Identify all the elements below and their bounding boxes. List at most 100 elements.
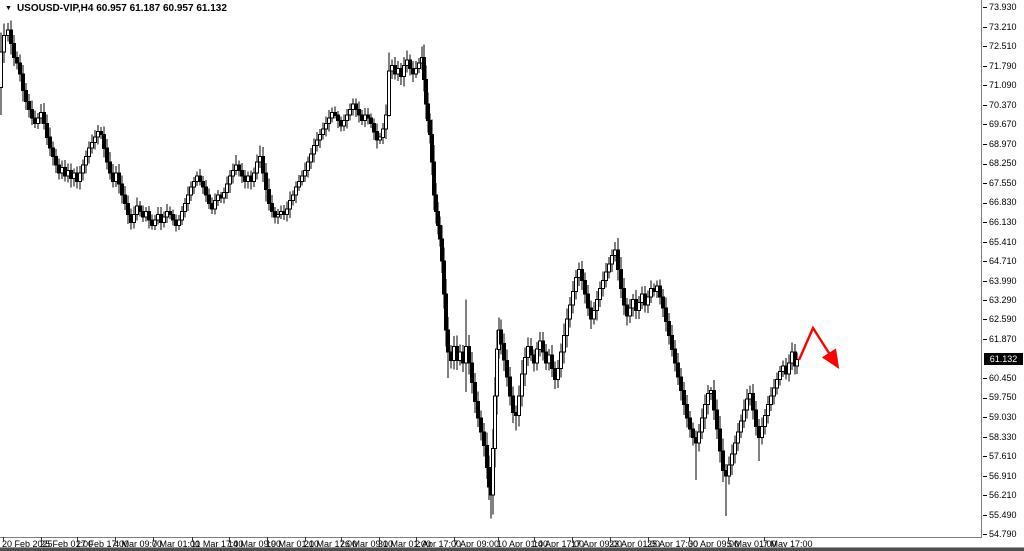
time-tick-mark bbox=[454, 537, 455, 541]
price-tick-mark bbox=[983, 417, 987, 419]
time-tick-label: 10 Apr 01:00 bbox=[497, 539, 549, 549]
price-tick-label: 56.210 bbox=[983, 490, 1017, 500]
time-tick-mark bbox=[728, 537, 729, 541]
price-tick-label: 54.790 bbox=[983, 529, 1017, 539]
time-tick-mark bbox=[610, 537, 611, 541]
price-tick-label: 71.090 bbox=[983, 80, 1017, 90]
price-tick-mark bbox=[983, 26, 987, 28]
price-tick-label: 61.870 bbox=[983, 334, 1017, 344]
price-tick-label: 70.370 bbox=[983, 100, 1017, 110]
time-tick-mark bbox=[192, 537, 193, 541]
price-tick-label: 56.910 bbox=[983, 471, 1017, 481]
time-tick-label: 30 Apr 09:00 bbox=[688, 539, 740, 549]
time-tick-label: 11 Mar 17:00 bbox=[191, 539, 244, 549]
window-bottom-border bbox=[0, 547, 1024, 551]
time-tick-label: 14 Apr 17:00 bbox=[533, 539, 585, 549]
time-tick-label: 23 Apr 01:00 bbox=[609, 539, 661, 549]
price-tick-label: 69.670 bbox=[983, 119, 1017, 129]
price-axis[interactable]: 73.930 73.210 72.510 71.790 71.090 70.370 69.6… bbox=[982, 0, 1024, 539]
price-tick-label: 73.930 bbox=[983, 2, 1017, 12]
time-tick-mark bbox=[153, 537, 154, 541]
price-tick-label: 65.410 bbox=[983, 237, 1017, 247]
price-tick-mark bbox=[983, 163, 987, 165]
price-tick-label: 57.610 bbox=[983, 451, 1017, 461]
price-tick-label: 68.970 bbox=[983, 139, 1017, 149]
time-tick-label: 25 Apr 17:00 bbox=[647, 539, 699, 549]
chart-title-text: USOUSD-VIP,H4 60.957 61.187 60.957 61.13… bbox=[16, 3, 227, 14]
chart-plot-area[interactable]: ▼ USOUSD-VIP,H4 60.957 61.187 60.957 61.1… bbox=[0, 0, 982, 538]
price-tick-label: 72.510 bbox=[983, 41, 1017, 51]
time-tick-mark bbox=[498, 537, 499, 541]
time-tick-mark bbox=[3, 537, 4, 541]
price-tick-mark bbox=[983, 182, 987, 184]
price-tick-mark bbox=[983, 7, 987, 9]
time-tick-mark bbox=[416, 537, 417, 541]
price-tick-mark bbox=[983, 397, 987, 399]
time-tick-label: 20 Feb 2025 bbox=[2, 539, 53, 549]
time-tick-mark bbox=[534, 537, 535, 541]
time-tick-label: 14 Mar 09:00 bbox=[228, 539, 282, 549]
time-tick-mark bbox=[77, 537, 78, 541]
time-tick-label: 19 Mar 01:00 bbox=[266, 539, 320, 549]
price-tick-mark bbox=[983, 124, 987, 126]
time-tick-label: 21 Mar 17:00 bbox=[304, 539, 358, 549]
time-tick-mark bbox=[305, 537, 306, 541]
price-tick-mark bbox=[983, 339, 987, 341]
price-tick-mark bbox=[983, 475, 987, 477]
price-tick-label: 73.210 bbox=[983, 22, 1017, 32]
time-tick-mark bbox=[267, 537, 268, 541]
price-tick-mark bbox=[983, 436, 987, 438]
time-tick-label: 5 May 01:00 bbox=[727, 539, 777, 549]
time-tick-mark bbox=[764, 537, 765, 541]
price-tick-mark bbox=[983, 46, 987, 48]
price-tick-mark bbox=[983, 280, 987, 282]
chart-title: ▼ USOUSD-VIP,H4 60.957 61.187 60.957 61.1… bbox=[5, 3, 227, 14]
time-tick-label: 26 Mar 09:00 bbox=[340, 539, 394, 549]
time-tick-label: 2 Apr 17:00 bbox=[415, 539, 462, 549]
price-tick-mark bbox=[983, 260, 987, 262]
candlestick-series bbox=[0, 20, 799, 519]
price-tick-mark bbox=[983, 456, 987, 458]
candlestick-chart[interactable] bbox=[0, 0, 981, 537]
time-tick-label: 27 Feb 17:00 bbox=[76, 539, 130, 549]
price-tick-label: 68.250 bbox=[983, 158, 1017, 168]
time-axis[interactable]: 20 Feb 2025 25 Feb 01:00 27 Feb 17:00 4 Mar… bbox=[0, 537, 1024, 549]
time-tick-mark bbox=[229, 537, 230, 541]
trend-arrow-annotation[interactable] bbox=[797, 325, 840, 370]
time-tick-mark bbox=[689, 537, 690, 541]
price-tick-label: 64.710 bbox=[983, 256, 1017, 266]
time-tick-mark bbox=[115, 537, 116, 541]
price-tick-mark bbox=[983, 66, 987, 68]
price-tick-label: 66.130 bbox=[983, 217, 1017, 227]
price-tick-mark bbox=[983, 143, 987, 145]
time-tick-label: 25 Feb 01:00 bbox=[40, 539, 94, 549]
time-tick-mark bbox=[648, 537, 649, 541]
time-tick-label: 7 Apr 09:00 bbox=[453, 539, 500, 549]
time-tick-mark bbox=[41, 537, 42, 541]
price-tick-label: 63.290 bbox=[983, 295, 1017, 305]
price-tick-mark bbox=[983, 85, 987, 87]
time-tick-label: 7 May 17:00 bbox=[763, 539, 813, 549]
price-tick-label: 59.750 bbox=[983, 392, 1017, 402]
price-tick-label: 67.550 bbox=[983, 178, 1017, 188]
time-tick-mark bbox=[572, 537, 573, 541]
price-tick-label: 71.790 bbox=[983, 61, 1017, 71]
price-tick-mark bbox=[983, 105, 987, 107]
price-tick-mark bbox=[983, 300, 987, 302]
price-tick-label: 59.030 bbox=[983, 412, 1017, 422]
time-tick-label: 7 Mar 01:00 bbox=[152, 539, 201, 549]
price-tick-mark bbox=[983, 319, 987, 321]
price-tick-label: 63.990 bbox=[983, 276, 1017, 286]
time-tick-label: 31 Mar 01:00 bbox=[378, 539, 432, 549]
price-tick-label: 55.490 bbox=[983, 510, 1017, 520]
time-tick-label: 17 Apr 09:00 bbox=[571, 539, 623, 549]
time-tick-mark bbox=[341, 537, 342, 541]
time-tick-label: 4 Mar 09:00 bbox=[114, 539, 163, 549]
price-tick-mark bbox=[983, 241, 987, 243]
price-tick-mark bbox=[983, 534, 987, 536]
price-tick-mark bbox=[983, 202, 987, 204]
price-tick-mark bbox=[983, 378, 987, 380]
price-tick-label: 66.830 bbox=[983, 197, 1017, 207]
time-tick-mark bbox=[379, 537, 380, 541]
